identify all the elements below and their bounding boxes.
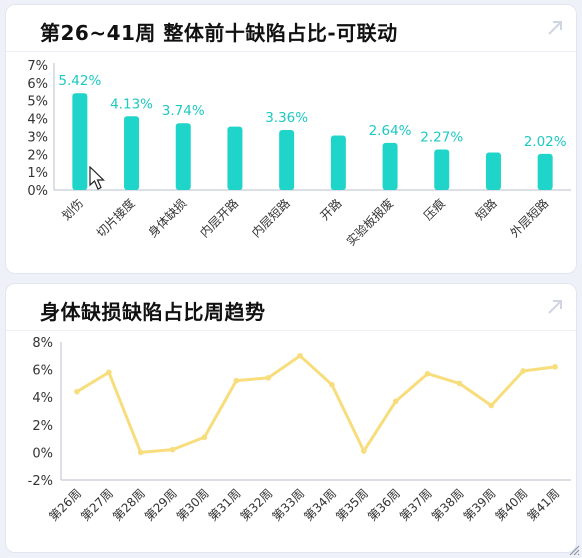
x-category-label: 短路 — [472, 196, 500, 224]
data-point — [265, 375, 271, 381]
bar-chart: 0% 1% 2% 3% 4% 5% 6% 7% 5.42% 划伤 4.13% 切片接度 3.74% 身体缺… — [27, 59, 571, 249]
bar — [537, 153, 553, 190]
bar — [175, 123, 191, 190]
data-point — [74, 388, 80, 395]
y-tick-label: 2% — [27, 148, 48, 163]
x-category-label: 第37周 — [397, 486, 435, 524]
x-category-label: 第30周 — [174, 486, 212, 524]
y-tick-label: 7% — [27, 59, 48, 74]
resize-grip-icon[interactable] — [568, 544, 580, 556]
x-category-label: 第28周 — [110, 486, 148, 524]
card-title: 身体缺损缺陷占比周趋势 — [40, 300, 266, 324]
y-tick-label: 3% — [27, 130, 48, 145]
mouse-cursor-icon — [89, 166, 105, 190]
y-tick-label: 6% — [32, 364, 53, 379]
x-category-label: 第26周 — [46, 486, 84, 524]
x-category-label: 第39周 — [461, 486, 499, 524]
x-category-label: 切片接度 — [93, 196, 138, 241]
line-chart: -2% 0% 2% 4% 6% 8% 第26周第27周第28周第29周第30周第31周第32… — [28, 336, 571, 524]
data-point — [201, 434, 208, 441]
x-category-label: 压痕 — [420, 196, 448, 224]
x-category-label: 第34周 — [301, 486, 339, 524]
bar — [227, 126, 243, 190]
bar-data-label: 3.74% — [162, 103, 205, 119]
expand-icon[interactable] — [546, 19, 564, 37]
data-point — [392, 398, 399, 405]
title-divider — [6, 330, 576, 331]
data-point — [169, 446, 176, 453]
x-category-label: 划伤 — [59, 196, 86, 223]
x-category-label: 第40周 — [493, 486, 531, 524]
x-category-label: 外层短路 — [507, 196, 552, 241]
x-category-label: 第33周 — [270, 486, 308, 524]
y-tick-label: 8% — [32, 336, 53, 351]
data-point — [297, 353, 303, 359]
data-point — [329, 381, 335, 388]
data-point — [552, 364, 558, 370]
bar-data-label: 5.42% — [58, 73, 101, 89]
bar — [279, 130, 295, 190]
bar — [72, 93, 88, 190]
x-category-label: 第32周 — [238, 486, 276, 524]
x-category-label: 第27周 — [78, 486, 116, 524]
bar-data-label: 2.02% — [524, 134, 567, 150]
bar — [434, 149, 450, 190]
bar — [124, 116, 140, 190]
y-tick-label: 0% — [32, 446, 53, 461]
bar — [382, 142, 398, 190]
card-title: 第26~41周 整体前十缺陷占比-可联动 — [40, 21, 398, 45]
data-point — [488, 402, 495, 409]
y-tick-label: 2% — [32, 419, 53, 434]
x-category-label: 第38周 — [429, 486, 467, 524]
x-category-label: 实验板报废 — [343, 196, 396, 249]
data-point — [456, 380, 463, 387]
data-point — [233, 377, 240, 384]
x-category-label: 第31周 — [206, 486, 244, 524]
y-tick-label: 6% — [27, 77, 48, 92]
data-point — [137, 449, 144, 456]
x-category-label: 第41周 — [525, 486, 563, 524]
y-tick-label: 0% — [27, 184, 48, 199]
defect-ratio-card: 第26~41周 整体前十缺陷占比-可联动 0% 1% 2% 3% 4% 5% 6% 7% 5.4… — [5, 4, 577, 274]
trend-card: 身体缺损缺陷占比周趋势 -2% 0% 2% 4% 6% 8% 第26周 第27周 第28周 第29… — [5, 283, 577, 553]
data-point — [361, 448, 367, 454]
x-category-label: 第36周 — [365, 486, 403, 524]
series-line — [76, 354, 556, 454]
x-category-label: 身体缺损 — [145, 196, 190, 241]
x-category-label: 开路 — [317, 196, 345, 224]
bar-data-label: 2.64% — [369, 123, 412, 139]
bar-data-label: 2.27% — [420, 129, 463, 145]
x-category-label: 内层短路 — [248, 196, 293, 241]
x-category-label: 内层开路 — [197, 196, 242, 241]
data-point — [520, 368, 526, 374]
bar — [485, 152, 501, 190]
bar — [330, 135, 346, 190]
title-divider — [6, 51, 576, 52]
y-tick-label: 4% — [27, 113, 48, 128]
x-category-label: 第29周 — [142, 486, 180, 524]
y-tick-label: 1% — [27, 166, 48, 181]
data-point — [424, 370, 431, 377]
bar-data-label: 4.13% — [110, 96, 153, 112]
data-point — [106, 369, 112, 376]
y-tick-label: 5% — [27, 95, 48, 110]
y-tick-label: 4% — [32, 391, 53, 406]
expand-icon[interactable] — [546, 298, 564, 316]
bar-data-label: 3.36% — [265, 110, 308, 126]
y-tick-label: -2% — [28, 474, 53, 489]
x-category-label: 第35周 — [333, 486, 371, 524]
